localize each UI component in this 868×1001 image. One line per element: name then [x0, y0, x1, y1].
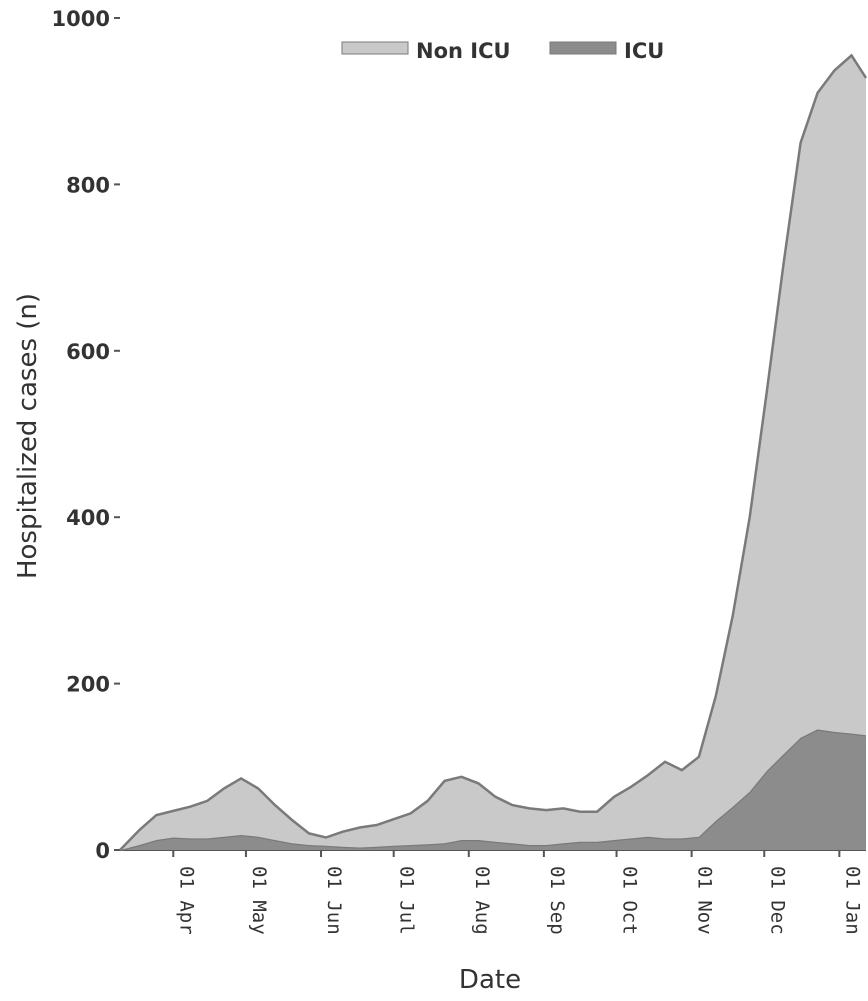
legend-swatch-non-icu — [341, 41, 409, 55]
x-tick-label: 01 Jun — [323, 866, 345, 935]
x-tick-label: 01 Dec — [766, 866, 788, 935]
x-tick-label: 01 May — [248, 866, 270, 935]
x-tick-label: 01 Sep — [546, 866, 568, 935]
legend-label-icu: ICU — [624, 39, 664, 63]
legend: Non ICU ICU — [341, 39, 664, 63]
x-tick-label: 01 Jan — [841, 866, 863, 935]
areas — [119, 53, 868, 852]
axes: 0 200 400 600 800 1000 01 Apr 01 May 01 Jun 01 Ju… — [52, 7, 866, 935]
x-tick-label: 01 Aug — [471, 866, 493, 935]
y-tick-label: 400 — [66, 506, 110, 530]
x-tick-label: 01 Nov — [694, 866, 716, 935]
legend-swatch-icu — [549, 41, 617, 55]
x-tick-label: 01 Jul — [396, 866, 418, 935]
line-non-icu — [119, 53, 868, 851]
y-tick-label: 1000 — [52, 7, 110, 31]
y-tick-label: 800 — [66, 173, 110, 197]
x-tick-label: 01 Oct — [619, 866, 641, 935]
legend-label-non-icu: Non ICU — [416, 39, 511, 63]
area-icu — [120, 729, 866, 850]
y-tick-label: 0 — [95, 839, 110, 863]
x-axis-title: Date — [459, 965, 521, 995]
x-tick-label: 01 Apr — [175, 866, 197, 935]
y-tick-label: 600 — [66, 340, 110, 364]
y-tick-label: 200 — [66, 673, 110, 697]
y-axis-title: Hospitalized cases (n) — [13, 293, 43, 579]
area-non-icu — [120, 55, 866, 850]
